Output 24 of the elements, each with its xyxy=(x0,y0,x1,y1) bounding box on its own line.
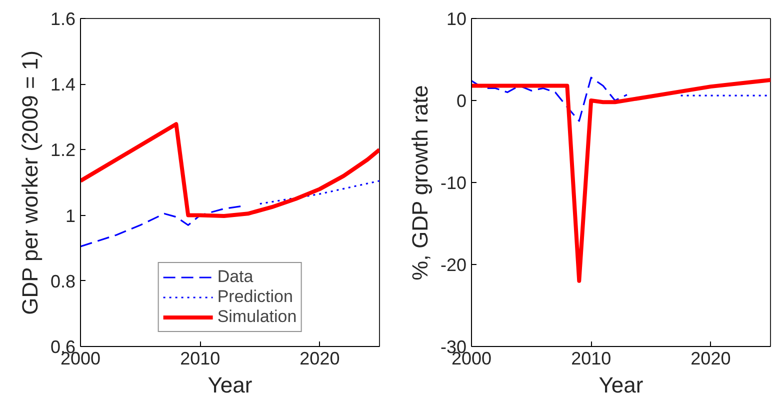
x-tick-label: 2010 xyxy=(571,348,612,368)
x-axis-title: Year xyxy=(208,372,252,398)
y-axis-title: %, GDP growth rate xyxy=(407,85,432,280)
y-tick-label: 10 xyxy=(446,9,467,29)
line-series xyxy=(472,78,770,283)
x-tick-label: 2020 xyxy=(300,348,340,368)
legend-label: Prediction xyxy=(217,287,293,307)
x-axis-title: Year xyxy=(598,372,644,398)
legend-label: Data xyxy=(217,267,254,287)
y-tick-label: -10 xyxy=(440,173,466,193)
y-tick-label: 0 xyxy=(456,91,467,111)
y-axis-title: GDP per worker (2009 = 1) xyxy=(17,50,42,315)
line-series xyxy=(80,122,380,218)
y-tick-label: -20 xyxy=(440,255,466,275)
y-tick-label: 1.4 xyxy=(50,74,76,95)
y-tick-label: 0.8 xyxy=(50,271,76,292)
y-tick-label: 1.2 xyxy=(50,140,76,160)
x-tick-label: 2010 xyxy=(180,348,220,368)
line-series xyxy=(80,205,243,248)
legend-label: Simulation xyxy=(217,307,297,327)
y-tick-label: 1.6 xyxy=(50,9,76,29)
line-series xyxy=(472,76,628,122)
y-tick-label: 1 xyxy=(65,206,76,226)
x-tick-label: 2020 xyxy=(690,348,731,368)
